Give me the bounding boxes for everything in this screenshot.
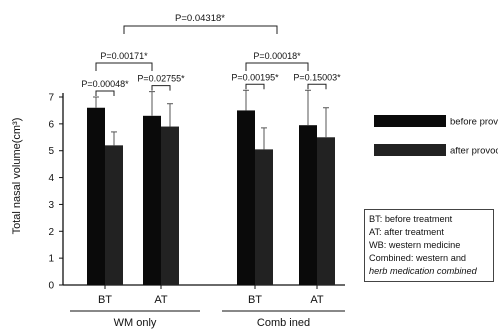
legend-swatch-after bbox=[374, 144, 446, 156]
p-value-between: P=0.00171* bbox=[100, 51, 148, 61]
bracket-within bbox=[151, 85, 171, 91]
chart-annotations: P=0.00048* P=0.02755* P=0.00195* P=0.15003*… bbox=[81, 13, 341, 96]
note-at: AT: after treatment bbox=[369, 227, 444, 237]
bracket-within bbox=[245, 83, 265, 90]
p-value-within: P=0.02755* bbox=[137, 74, 185, 84]
bar-before bbox=[299, 125, 317, 285]
p-value-within: P=0.00048* bbox=[81, 79, 129, 89]
legend-swatch-before bbox=[374, 115, 446, 127]
bar-after bbox=[105, 145, 123, 285]
x-category-label: AT bbox=[310, 294, 324, 306]
p-value-within: P=0.15003* bbox=[293, 72, 341, 82]
y-tick-label: 3 bbox=[48, 200, 54, 211]
abbreviation-notes: BT: before treatment AT: after treatment… bbox=[364, 209, 494, 282]
bar-after bbox=[161, 126, 179, 286]
note-combined: Combined: western and bbox=[369, 253, 467, 263]
bar-before bbox=[237, 110, 255, 285]
legend-label-after: after provocation bbox=[450, 146, 498, 157]
bracket-between bbox=[95, 62, 153, 71]
bar-after bbox=[255, 149, 273, 285]
y-tick-label: 6 bbox=[48, 119, 54, 130]
y-tick-label: 0 bbox=[48, 281, 54, 292]
x-category-label: AT bbox=[154, 294, 168, 306]
legend-label-before: before provocation bbox=[450, 117, 498, 128]
note-combined-cont: herb medication combined bbox=[369, 266, 477, 276]
group-label: WM only bbox=[114, 317, 157, 329]
y-tick-label: 7 bbox=[48, 93, 54, 104]
chart-axes: 0 1 2 3 4 5 6 7 BT AT BT AT WM only Comb ined bbox=[48, 93, 345, 329]
p-value-groups: P=0.04318* bbox=[175, 13, 225, 24]
bracket-between bbox=[245, 62, 309, 71]
x-category-label: BT bbox=[248, 294, 262, 306]
chart-legend: before provocation after provocation bbox=[374, 115, 498, 157]
y-tick-label: 2 bbox=[48, 227, 54, 238]
p-value-between: P=0.00018* bbox=[253, 51, 301, 61]
bracket-within bbox=[307, 83, 327, 90]
y-axis-label: Total nasal volume(cm³) bbox=[11, 118, 23, 235]
bar-before bbox=[143, 115, 161, 285]
y-tick-label: 1 bbox=[48, 254, 54, 265]
note-bt: BT: before treatment bbox=[369, 214, 453, 224]
bracket-groups bbox=[123, 25, 278, 34]
y-tick-label: 5 bbox=[48, 146, 54, 157]
x-category-label: BT bbox=[98, 294, 112, 306]
bar-before bbox=[87, 107, 105, 285]
bar-after bbox=[317, 137, 335, 285]
p-value-within: P=0.00195* bbox=[231, 72, 279, 82]
note-wb: WB: western medicine bbox=[369, 240, 461, 250]
bracket-within bbox=[95, 90, 115, 96]
chart-bars bbox=[87, 89, 335, 286]
group-label: Comb ined bbox=[257, 317, 310, 329]
y-tick-label: 4 bbox=[48, 173, 54, 184]
